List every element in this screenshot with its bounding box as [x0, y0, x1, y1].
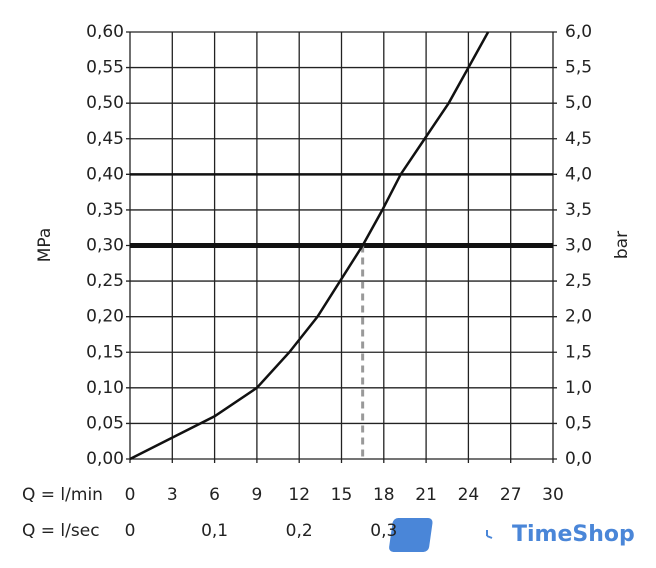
y-tick-label: 0,10: [86, 378, 124, 398]
y-tick-label: 0,40: [86, 164, 124, 184]
y-tick-label: 0,00: [86, 449, 124, 469]
y2-tick-label: 3,0: [565, 236, 592, 256]
x2-tick-label: 0,3: [370, 521, 397, 541]
y2-tick-label: 2,5: [565, 271, 592, 291]
x-axis-label: Q = l/min: [22, 485, 103, 505]
y2-tick-label: 6,0: [565, 22, 592, 42]
watermark: TimeShop: [512, 522, 635, 547]
x2-tick-label: 0,1: [201, 521, 228, 541]
y2-axis-label: bar: [612, 231, 632, 259]
x2-tick-label: 0: [125, 521, 136, 541]
y-tick-label: 0,60: [86, 22, 124, 42]
y2-tick-label: 1,5: [565, 342, 592, 362]
y-tick-label: 0,05: [86, 413, 124, 433]
y2-tick-label: 5,0: [565, 93, 592, 113]
y-tick-label: 0,50: [86, 93, 124, 113]
x-tick-label: 15: [331, 485, 353, 505]
y-tick-label: 0,35: [86, 200, 124, 220]
x2-tick-label: 0,2: [286, 521, 313, 541]
y2-tick-label: 2,0: [565, 307, 592, 327]
y-tick-label: 0,55: [86, 58, 124, 78]
x-tick-label: 9: [251, 485, 262, 505]
y2-tick-label: 5,5: [565, 58, 592, 78]
x-tick-label: 24: [458, 485, 480, 505]
x-tick-label: 30: [542, 485, 564, 505]
y-tick-label: 0,45: [86, 129, 124, 149]
x-tick-label: 27: [500, 485, 522, 505]
y-tick-label: 0,20: [86, 307, 124, 327]
x-tick-label: 6: [209, 485, 220, 505]
y2-tick-label: 1,0: [565, 378, 592, 398]
x-tick-label: 18: [373, 485, 395, 505]
x-tick-label: 3: [167, 485, 178, 505]
y-tick-label: 0,30: [86, 236, 124, 256]
x-tick-label: 12: [288, 485, 310, 505]
y2-tick-label: 3,5: [565, 200, 592, 220]
x-tick-label: 21: [415, 485, 437, 505]
y-tick-label: 0,25: [86, 271, 124, 291]
y2-tick-label: 0,0: [565, 449, 592, 469]
y2-tick-label: 0,5: [565, 413, 592, 433]
x-tick-label: 0: [125, 485, 136, 505]
y-axis-label: MPa: [35, 228, 55, 263]
y-tick-label: 0,15: [86, 342, 124, 362]
watermark-icon: [389, 518, 497, 552]
curve: [129, 31, 490, 461]
y2-tick-label: 4,5: [565, 129, 592, 149]
x2-axis-label: Q = l/sec: [22, 521, 100, 541]
y2-tick-label: 4,0: [565, 164, 592, 184]
